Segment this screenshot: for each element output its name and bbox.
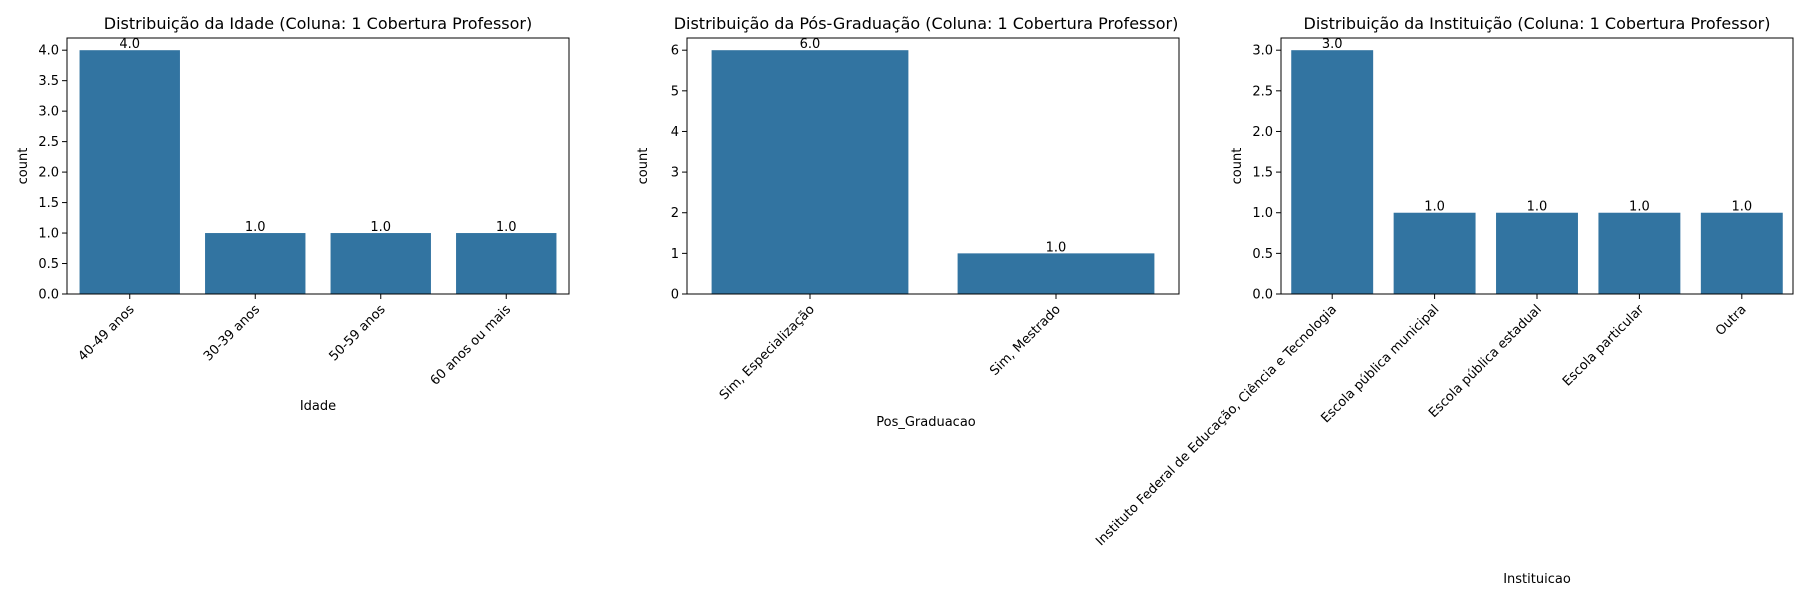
y-tick-label: 2.5: [1252, 84, 1273, 99]
data-label: 1.0: [1731, 200, 1752, 215]
y-axis-label: count: [16, 148, 31, 185]
data-label: 1.0: [1527, 200, 1548, 215]
bar-30-39-anos: [205, 233, 306, 294]
y-tick-label: 0.5: [38, 257, 59, 272]
y-ticks: 0 1 2 3 4 5 6: [671, 44, 687, 303]
data-labels: 6.0 1.0: [800, 37, 1067, 255]
bars: [1291, 50, 1783, 294]
y-tick-label: 2: [671, 206, 679, 221]
bar-escola-publica-estadual: [1496, 212, 1578, 294]
chart-title: Distribuição da Idade (Coluna: 1 Cobertu…: [104, 14, 532, 33]
y-tick-label: 2.0: [1252, 125, 1273, 140]
chart-title: Distribuição da Pós-Graduação (Coluna: 1…: [674, 14, 1179, 33]
y-tick-label: 2.5: [38, 135, 59, 150]
y-tick-label: 2.0: [38, 166, 59, 181]
y-tick-label: 1.5: [38, 196, 59, 211]
plot-frame: [1280, 37, 1794, 295]
bar-outra: [1700, 212, 1783, 294]
bars: [79, 50, 557, 294]
y-tick-label: 1.5: [1252, 166, 1273, 181]
data-label: 1.0: [1629, 200, 1650, 215]
y-tick-label: 1.0: [1252, 206, 1273, 221]
data-labels: 4.0 1.0 1.0 1.0: [119, 37, 516, 235]
data-labels: 3.0 1.0 1.0 1.0 1.0: [1322, 37, 1752, 215]
y-tick-label: 1: [671, 247, 679, 262]
y-tick-label: 5: [671, 84, 679, 99]
y-axis-label: count: [1230, 148, 1245, 185]
y-tick-label: 3: [671, 166, 679, 181]
bar-escola-publica-municipal: [1393, 212, 1476, 294]
y-tick-label: 3.0: [38, 105, 59, 120]
bar-60-anos-ou-mais: [456, 233, 557, 294]
y-ticks: 0.0 0.5 1.0 1.5 2.0 2.5 3.0: [1252, 44, 1281, 303]
y-tick-label: 0.0: [1252, 288, 1273, 303]
y-tick-label: 0.0: [38, 288, 59, 303]
bar-50-59-anos: [330, 233, 431, 294]
y-tick-label: 3.0: [1252, 44, 1273, 59]
y-tick-label: 4.0: [38, 44, 59, 59]
y-tick-label: 0.5: [1252, 247, 1273, 262]
x-axis-label: Idade: [300, 399, 336, 414]
plot-frame: [66, 37, 570, 295]
y-tick-label: 6: [671, 44, 679, 59]
data-label: 1.0: [370, 220, 391, 235]
bars: [711, 50, 1155, 294]
data-label: 3.0: [1322, 37, 1343, 52]
plot-frame: [686, 37, 1180, 295]
y-tick-label: 0: [671, 288, 679, 303]
bar-sim-especializacao: [711, 50, 909, 294]
bar-escola-particular: [1598, 212, 1681, 294]
y-tick-label: 1.0: [38, 227, 59, 242]
data-label: 1.0: [496, 220, 517, 235]
y-tick-label: 3.5: [38, 74, 59, 89]
bar-instituto-federal-de-educacao-ciencia-e-tecnologia: [1291, 50, 1374, 294]
data-label: 1.0: [245, 220, 266, 235]
y-ticks: 0.0 0.5 1.0 1.5 2.0 2.5 3.0 3.5 4.0: [38, 44, 67, 303]
x-axis-label: Instituicao: [1503, 572, 1571, 587]
data-label: 1.0: [1424, 200, 1445, 215]
y-tick-label: 4: [671, 125, 679, 140]
data-label: 1.0: [1046, 240, 1067, 255]
data-label: 6.0: [800, 37, 821, 52]
data-label: 4.0: [119, 37, 140, 52]
bar-40-49-anos: [79, 50, 180, 294]
bar-sim-mestrado: [957, 253, 1155, 294]
y-axis-label: count: [636, 148, 651, 185]
chart-title: Distribuição da Instituição (Coluna: 1 C…: [1304, 14, 1771, 33]
x-axis-label: Pos_Graduacao: [876, 415, 976, 430]
